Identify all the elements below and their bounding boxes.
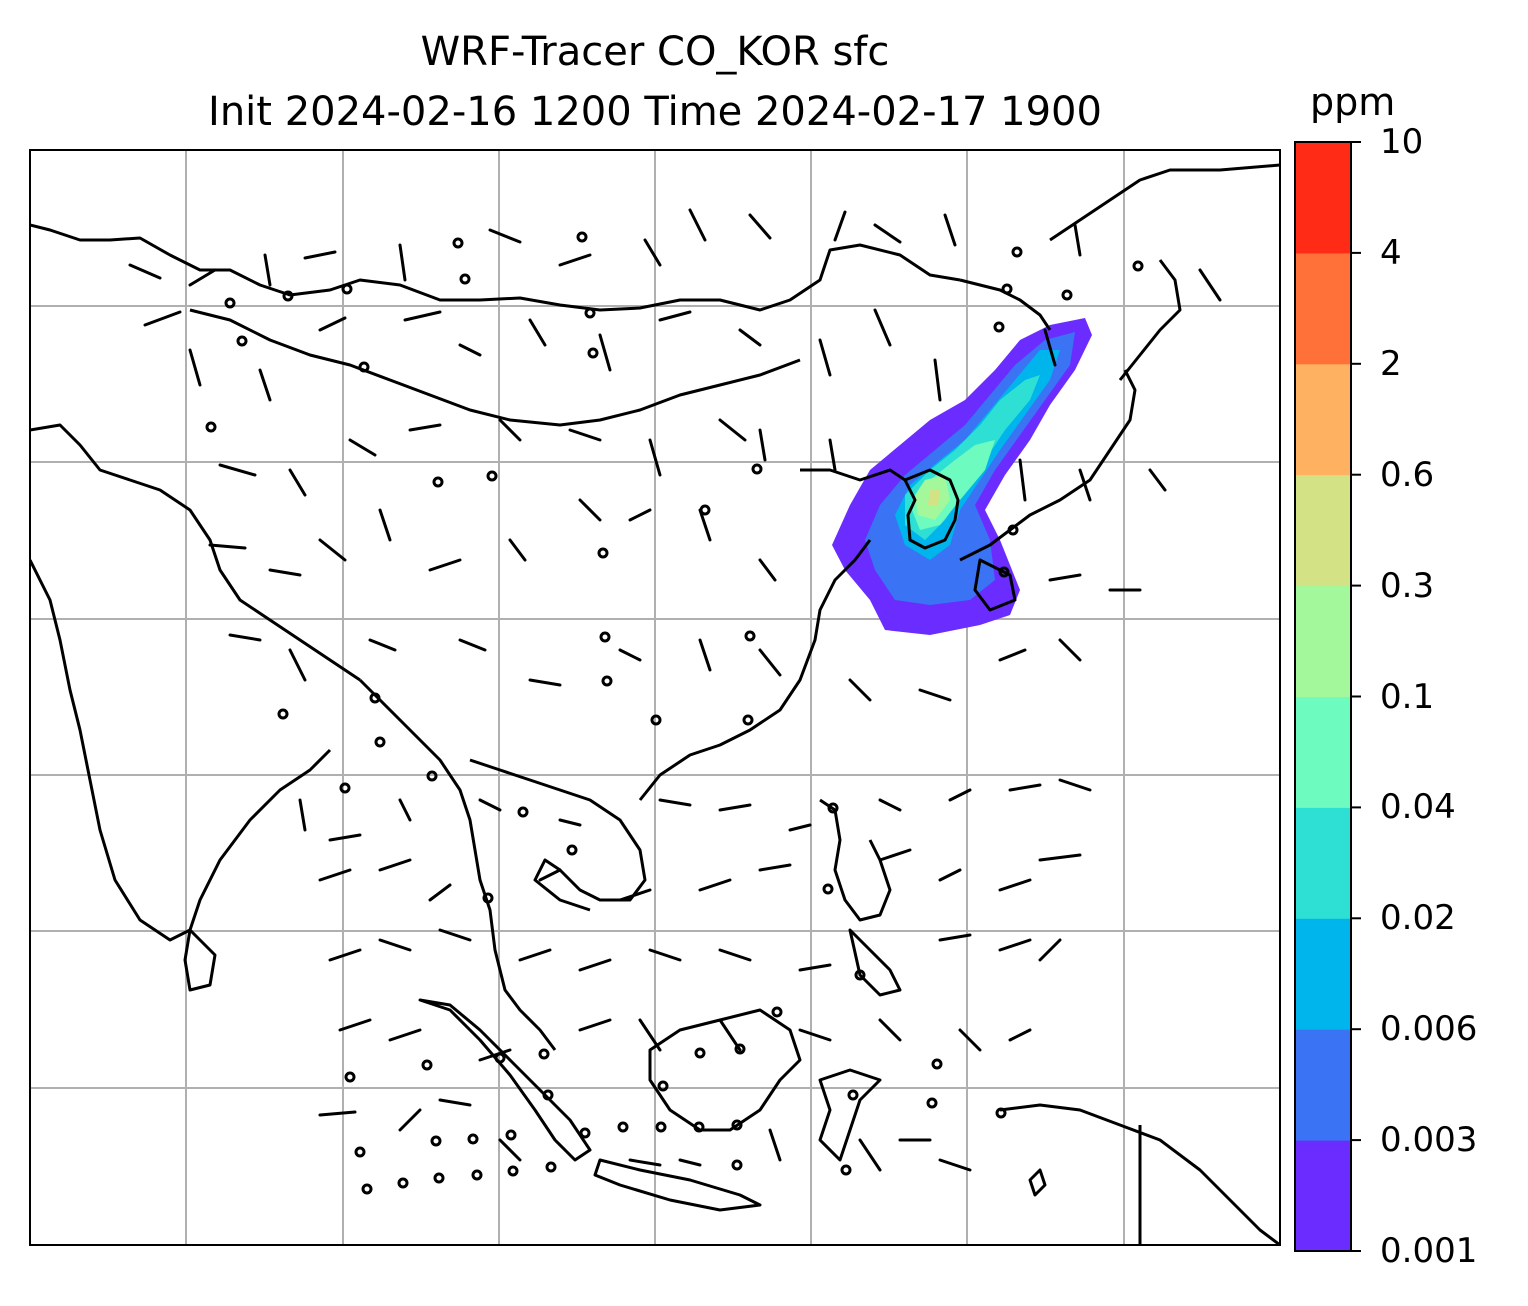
colorbar-tick-label: 0.04 <box>1380 787 1456 828</box>
colorbar-segment <box>1295 142 1351 254</box>
colorbar-tick-label: 0.02 <box>1380 898 1456 939</box>
colorbar <box>1294 141 1361 1252</box>
colorbar-tick-label: 0.001 <box>1380 1231 1478 1271</box>
colorbar-tick-label: 10 <box>1380 122 1424 162</box>
map-title: WRF-Tracer CO_KOR sfc <box>420 29 890 75</box>
colorbar-tick-label: 0.003 <box>1380 1120 1478 1161</box>
colorbar-tick-label: 0.1 <box>1380 676 1435 717</box>
colorbar-tick-label: 2 <box>1380 343 1402 384</box>
map-subtitle: Init 2024-02-16 1200 Time 2024-02-17 190… <box>208 89 1102 135</box>
colorbar-tick-label: 4 <box>1380 232 1402 273</box>
colorbar-segment <box>1295 1140 1351 1252</box>
colorbar-segment <box>1295 252 1351 365</box>
colorbar-segment <box>1295 363 1351 476</box>
wind-barbs <box>128 208 1222 1172</box>
colorbar-segment <box>1295 585 1351 697</box>
map-frame <box>29 149 1281 1246</box>
colorbar-segment <box>1295 807 1351 919</box>
colorbar-segment <box>1295 918 1351 1030</box>
coastlines <box>30 163 1280 1245</box>
colorbar-tick-label: 0.006 <box>1380 1009 1478 1050</box>
colorbar-tick-label: 0.6 <box>1380 454 1435 495</box>
calm-wind-markers <box>205 231 1144 1195</box>
colorbar-unit-label: ppm <box>1310 80 1396 124</box>
colorbar-segment <box>1295 1029 1351 1141</box>
colorbar-segment <box>1295 696 1351 808</box>
colorbar-tick-label: 0.3 <box>1380 565 1435 606</box>
colorbar-segment <box>1295 474 1351 587</box>
